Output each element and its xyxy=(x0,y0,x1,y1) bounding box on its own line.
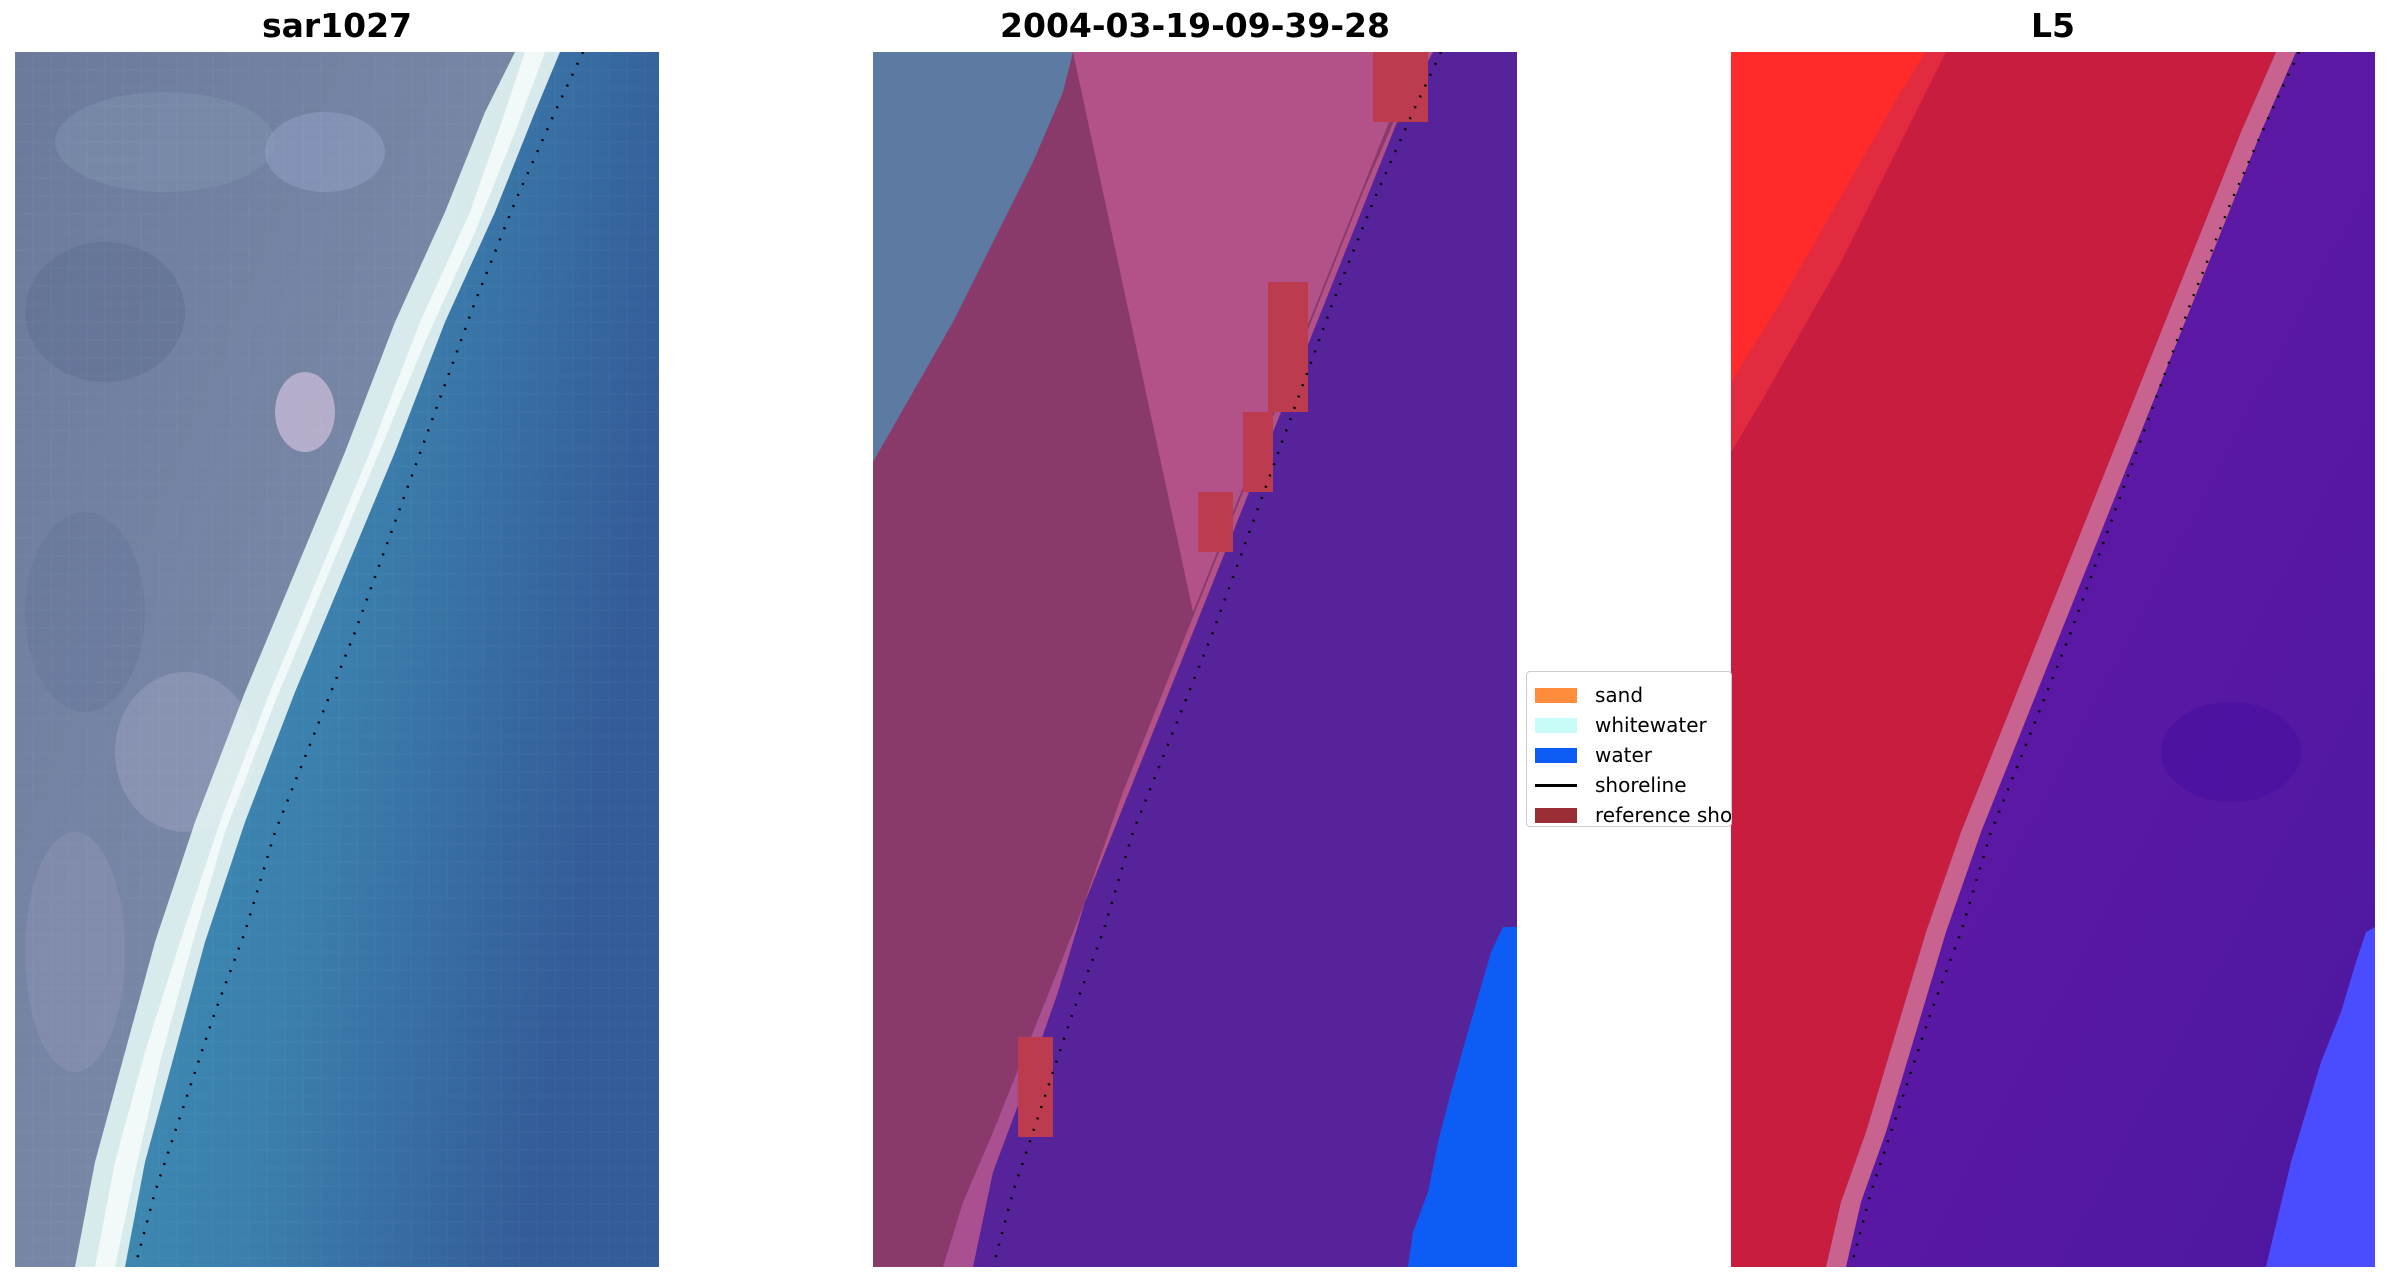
rgb-image xyxy=(15,52,659,1267)
legend-label-sand: sand xyxy=(1595,683,1644,707)
legend-label-whitewater: whitewater xyxy=(1595,713,1707,737)
classification-panel xyxy=(873,52,1517,1267)
legend: sand whitewater water shoreline referenc… xyxy=(1526,671,1732,827)
legend-item-reference-shoreline: reference shoreline xyxy=(1535,802,1732,827)
water-swatch xyxy=(1535,747,1577,763)
l5-panel xyxy=(1731,52,2375,1267)
whitewater-swatch xyxy=(1535,717,1577,733)
legend-label-water: water xyxy=(1595,743,1652,767)
legend-label-shoreline: shoreline xyxy=(1595,773,1687,797)
legend-item-whitewater: whitewater xyxy=(1535,712,1707,738)
rgb-image-panel xyxy=(15,52,659,1267)
panel-title-l5: L5 xyxy=(2031,6,2075,45)
panel-title-rgb: sar1027 xyxy=(261,6,413,45)
legend-label-reference-shoreline: reference shoreline xyxy=(1595,803,1732,827)
legend-item-sand: sand xyxy=(1535,682,1643,708)
shoreline-line-swatch xyxy=(1535,783,1577,787)
legend-item-shoreline: shoreline xyxy=(1535,772,1687,798)
legend-item-water: water xyxy=(1535,742,1652,768)
classification-map xyxy=(873,52,1517,1267)
l5-map xyxy=(1731,52,2375,1267)
sand-swatch xyxy=(1535,687,1577,703)
panel-title-classification: 2004-03-19-09-39-28 xyxy=(1000,6,1390,45)
reference-shoreline-swatch xyxy=(1535,807,1577,823)
